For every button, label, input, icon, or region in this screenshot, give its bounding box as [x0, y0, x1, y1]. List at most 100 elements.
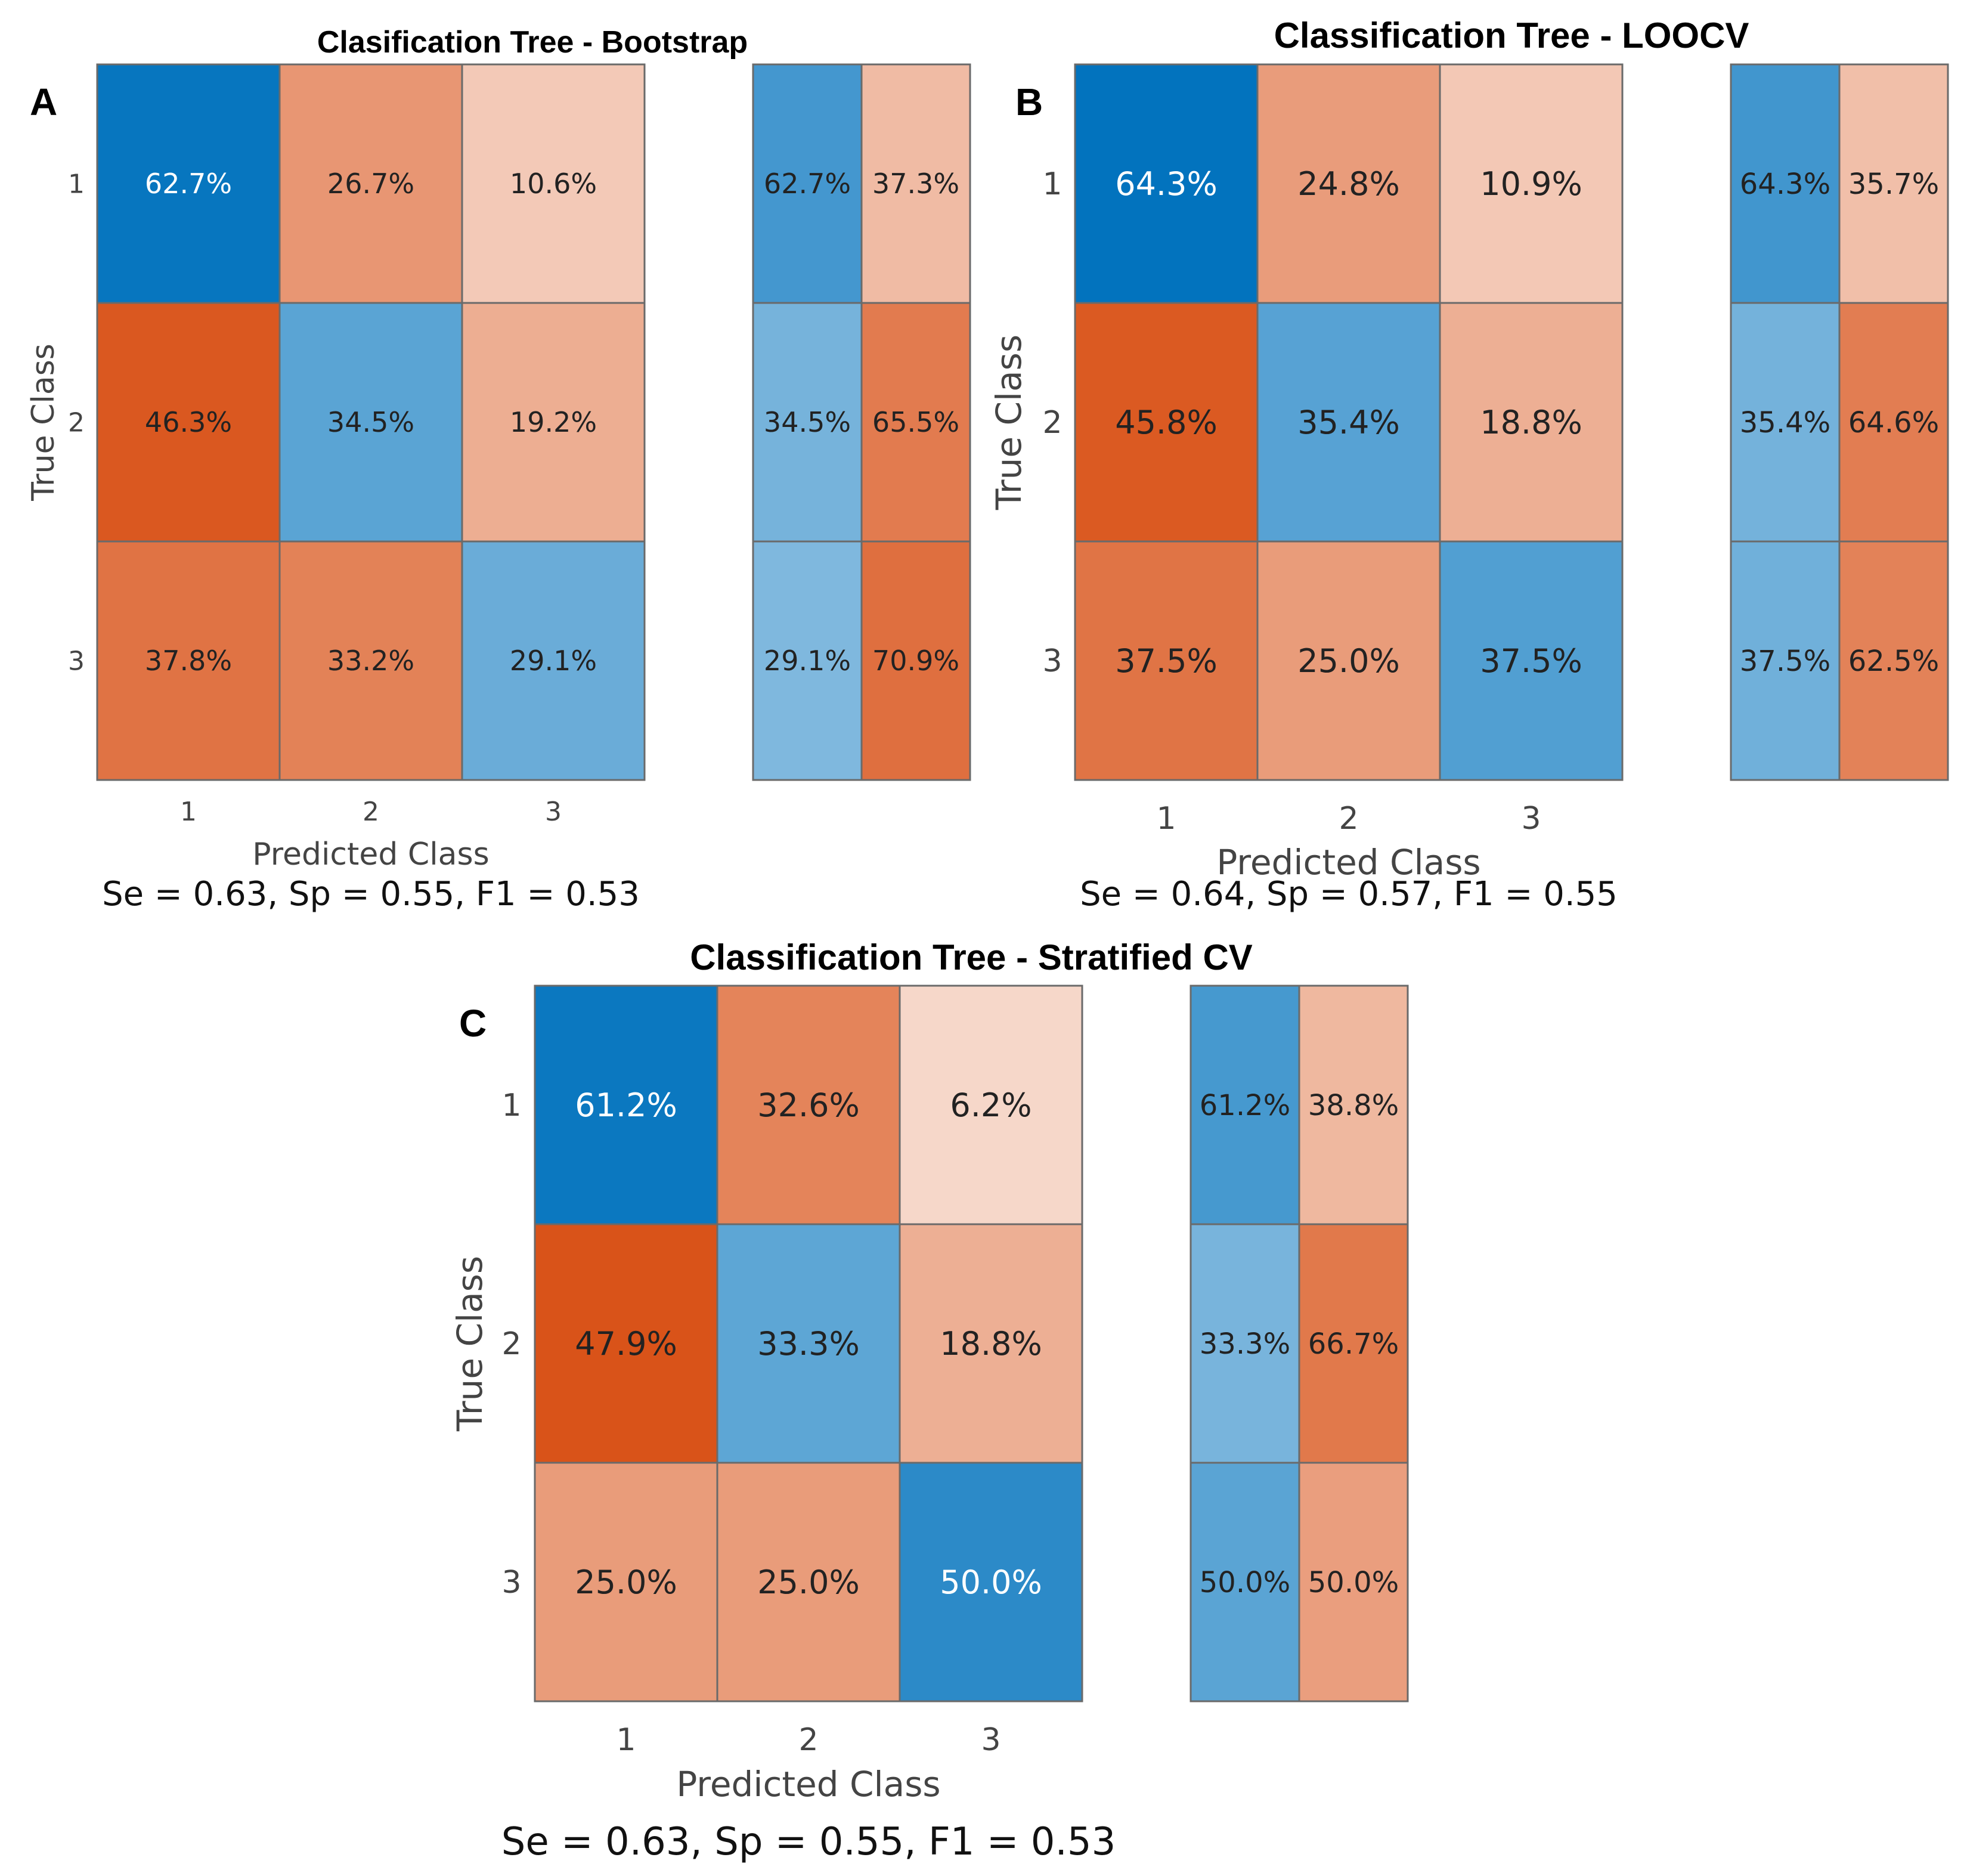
summary-cell-label: 34.5%: [764, 406, 851, 438]
matrix-cell-label: 46.3%: [145, 406, 232, 438]
metrics-summary: Se = 0.63, Sp = 0.55, F1 = 0.53: [102, 875, 640, 914]
matrix-cell: [1439, 63, 1624, 304]
summary-cell-label: 50.0%: [1308, 1566, 1399, 1599]
y-tick-label: 2: [1042, 405, 1062, 441]
summary-cell-label: 50.0%: [1200, 1566, 1290, 1599]
matrix-cell: [461, 63, 646, 304]
summary-cell: [1298, 985, 1409, 1225]
y-tick-label: 1: [1042, 166, 1062, 202]
y-axis-label: True Class: [450, 1256, 490, 1432]
matrix-cell-label: 35.4%: [1297, 404, 1400, 441]
matrix-cell-label: 26.7%: [327, 168, 414, 200]
matrix-cell-label: 6.2%: [950, 1086, 1031, 1124]
summary-cell: [1730, 63, 1841, 304]
x-tick-label: 1: [180, 797, 197, 827]
matrix-cell: [96, 302, 281, 543]
x-axis-label: Predicted Class: [676, 1764, 940, 1804]
y-tick-label: 3: [501, 1565, 521, 1601]
matrix-cell-label: 25.0%: [1297, 642, 1400, 680]
matrix-cell-label: 18.8%: [940, 1325, 1042, 1363]
matrix-cell-label: 10.6%: [510, 168, 597, 200]
summary-cell: [860, 302, 971, 543]
summary-cell: [752, 302, 863, 543]
summary-cell-label: 64.3%: [1740, 168, 1830, 201]
y-axis-label: True Class: [26, 343, 61, 501]
summary-cell: [1730, 302, 1841, 543]
x-axis-label: Predicted Class: [252, 837, 489, 872]
summary-cell-label: 38.8%: [1308, 1089, 1399, 1122]
summary-cell-label: 64.6%: [1848, 406, 1939, 439]
matrix-cell-label: 25.0%: [757, 1564, 860, 1601]
x-tick-label: 2: [1339, 801, 1358, 837]
summary-cell-label: 37.3%: [872, 168, 959, 200]
matrix-cell: [1256, 540, 1441, 781]
summary-cell-label: 62.7%: [764, 168, 851, 200]
matrix-cell: [96, 63, 281, 304]
summary-cell-label: 62.5%: [1848, 645, 1939, 678]
summary-cell: [1298, 1223, 1409, 1464]
matrix-cell: [461, 540, 646, 781]
summary-cell: [1838, 63, 1949, 304]
matrix-cell: [534, 1462, 718, 1702]
summary-cell: [752, 540, 863, 781]
matrix-cell: [1439, 540, 1624, 781]
summary-cell: [1190, 1462, 1300, 1702]
matrix-cell-label: 45.8%: [1115, 404, 1218, 441]
matrix-cell: [534, 1223, 718, 1464]
summary-cell: [1190, 1223, 1300, 1464]
summary-cell-label: 33.3%: [1200, 1327, 1290, 1361]
summary-cell: [752, 63, 863, 304]
summary-cell: [1838, 302, 1949, 543]
summary-cell-label: 61.2%: [1200, 1089, 1290, 1122]
y-tick-label: 2: [501, 1326, 521, 1362]
summary-cell-label: 37.5%: [1740, 645, 1830, 678]
matrix-cell: [716, 1223, 901, 1464]
x-tick-label: 3: [545, 797, 562, 827]
matrix-cell: [96, 540, 281, 781]
summary-cell-label: 65.5%: [872, 406, 959, 438]
matrix-cell-label: 25.0%: [575, 1564, 677, 1601]
matrix-cell-label: 34.5%: [327, 406, 414, 438]
panel-label: B: [1015, 81, 1043, 123]
matrix-cell-label: 47.9%: [575, 1325, 677, 1363]
matrix-cell: [278, 63, 463, 304]
matrix-cell: [534, 985, 718, 1225]
x-tick-label: 3: [981, 1722, 1000, 1758]
summary-cell: [1298, 1462, 1409, 1702]
matrix-cell: [1074, 540, 1259, 781]
matrix-cell-label: 37.5%: [1480, 642, 1582, 680]
matrix-cell-label: 37.8%: [145, 645, 232, 677]
summary-cell-label: 66.7%: [1308, 1327, 1399, 1361]
matrix-cell-label: 62.7%: [145, 168, 232, 200]
x-tick-label: 2: [798, 1722, 818, 1758]
chart-title: Clasification Tree - Bootstrap: [317, 25, 748, 60]
y-tick-label: 3: [1042, 643, 1062, 679]
matrix-cell-label: 33.3%: [757, 1325, 860, 1363]
y-tick-label: 2: [68, 407, 85, 438]
matrix-cell-label: 64.3%: [1115, 165, 1218, 203]
summary-cell: [1730, 540, 1841, 781]
x-tick-label: 2: [363, 797, 379, 827]
panel-label: C: [459, 1002, 487, 1045]
matrix-cell-label: 50.0%: [940, 1564, 1042, 1601]
matrix-cell-label: 37.5%: [1115, 642, 1218, 680]
matrix-cell: [1439, 302, 1624, 543]
matrix-cell: [1256, 302, 1441, 543]
x-tick-label: 3: [1521, 801, 1541, 837]
matrix-cell: [716, 1462, 901, 1702]
summary-cell-label: 70.9%: [872, 645, 959, 677]
matrix-cell-label: 24.8%: [1297, 165, 1400, 203]
matrix-cell: [1256, 63, 1441, 304]
metrics-summary: Se = 0.64, Sp = 0.57, F1 = 0.55: [1080, 875, 1618, 914]
y-tick-label: 1: [68, 169, 85, 199]
summary-cell: [860, 63, 971, 304]
matrix-cell-label: 61.2%: [575, 1086, 677, 1124]
matrix-cell-label: 18.8%: [1480, 404, 1582, 441]
x-tick-label: 1: [616, 1722, 636, 1758]
y-axis-label: True Class: [989, 335, 1029, 510]
x-tick-label: 1: [1156, 801, 1176, 837]
matrix-cell-label: 10.9%: [1480, 165, 1582, 203]
matrix-cell: [278, 302, 463, 543]
metrics-summary: Se = 0.63, Sp = 0.55, F1 = 0.53: [501, 1820, 1116, 1864]
matrix-cell: [278, 540, 463, 781]
